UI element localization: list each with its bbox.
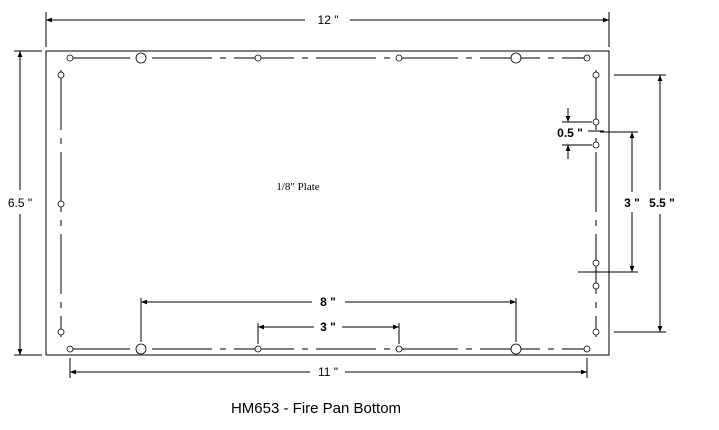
dim-large-hole-span: 8 " <box>140 295 517 342</box>
hole <box>592 118 600 126</box>
hole <box>254 345 262 353</box>
hole <box>592 328 600 336</box>
hole <box>592 141 600 149</box>
hole <box>583 54 591 62</box>
drawing-caption: HM653 - Fire Pan Bottom <box>231 400 401 417</box>
hole <box>395 345 403 353</box>
hole <box>583 345 591 353</box>
dim-overall-width: 12 " <box>45 12 610 47</box>
dim-label-11: 11 " <box>318 365 338 379</box>
hole <box>592 259 600 267</box>
dim-right-small-gap: 0.5 " <box>557 108 604 159</box>
hole <box>592 71 600 79</box>
hole <box>66 345 74 353</box>
large-hole <box>510 52 522 64</box>
plate-outline <box>45 50 610 356</box>
dim-label-12: 12 " <box>318 13 339 27</box>
hole <box>57 71 65 79</box>
hole <box>254 54 262 62</box>
plate-label: 1/8" Plate <box>276 181 319 193</box>
large-hole <box>135 52 147 64</box>
dim-center-hole-span: 3 " <box>257 320 400 344</box>
dim-label-8: 8 " <box>320 295 336 309</box>
dim-label-0-5: 0.5 " <box>557 126 583 140</box>
hole <box>395 54 403 62</box>
large-hole <box>510 343 522 355</box>
dim-hole-span: 11 " <box>69 358 588 379</box>
dim-right-outer: 5.5 " <box>614 74 675 333</box>
dim-label-3-right: 3 " <box>624 196 640 210</box>
dim-label-6-5: 6.5 " <box>8 196 32 210</box>
hole <box>57 200 65 208</box>
dim-right-inner: 3 " <box>578 131 640 273</box>
large-hole <box>135 343 147 355</box>
dim-label-5-5: 5.5 " <box>649 196 675 210</box>
hole <box>57 328 65 336</box>
hole <box>66 54 74 62</box>
holes <box>57 52 600 355</box>
hole <box>592 282 600 290</box>
dim-overall-height: 6.5 " <box>8 50 42 356</box>
dim-label-3-bottom: 3 " <box>320 320 336 334</box>
